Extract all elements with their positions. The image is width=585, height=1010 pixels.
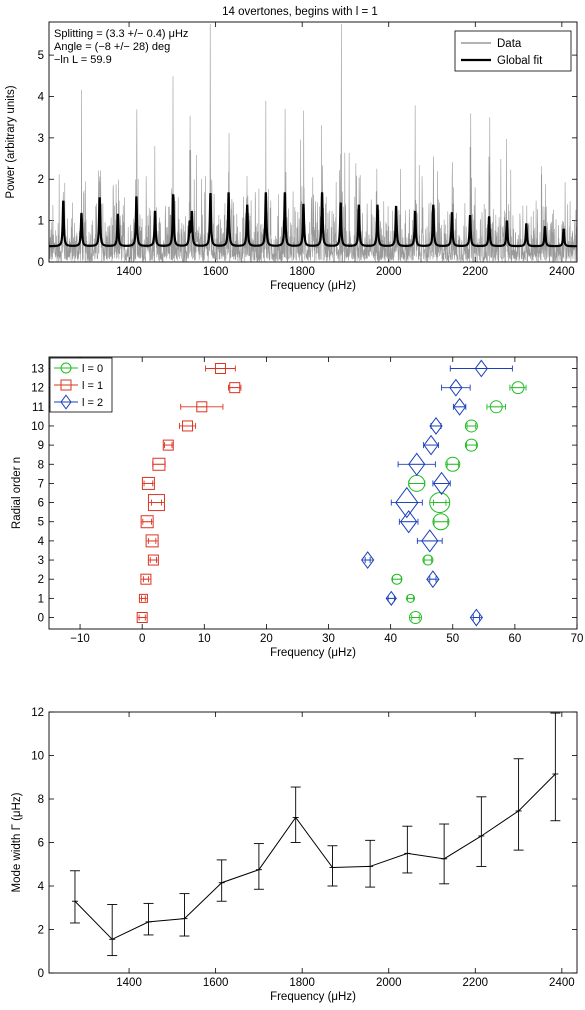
- y-tick-label: 2: [38, 925, 44, 937]
- y-tick-label: 0: [38, 257, 44, 269]
- plot-frame: [48, 356, 578, 630]
- x-tick-label: 1600: [203, 266, 229, 278]
- diamond-marker: [469, 608, 483, 627]
- y-tick-label: 1: [38, 593, 44, 605]
- diamond-marker: [361, 551, 375, 569]
- legend-diamond-marker: [60, 394, 72, 410]
- plot-frame: [48, 21, 578, 263]
- y-tick-label: 4: [38, 91, 45, 103]
- diamond-marker: [421, 529, 439, 553]
- x-tick-label: 1800: [289, 266, 315, 278]
- y-tick-label: 3: [38, 555, 44, 567]
- x-tick-label: 2000: [376, 977, 402, 989]
- y-tick-label: 2: [38, 574, 44, 586]
- y-tick-label: 6: [38, 498, 44, 510]
- data-spectrum-line: [49, 24, 577, 262]
- x-tick-label: 1400: [116, 266, 142, 278]
- y-tick-label: 0: [38, 968, 44, 980]
- diamond-marker: [423, 434, 439, 456]
- y-tick-label: 11: [32, 402, 44, 414]
- x-tick-label: 50: [446, 633, 459, 645]
- x-tick-label: 70: [571, 633, 584, 645]
- legend-label-fit: Global fit: [497, 55, 543, 67]
- y-tick-label: 8: [38, 794, 44, 806]
- diamond-marker: [449, 378, 463, 397]
- y-tick-label: 8: [38, 459, 44, 471]
- legend-label: l = 1: [82, 380, 103, 392]
- y-tick-label: 6: [38, 838, 44, 850]
- y-axis-label: Mode width Γ (μHz): [11, 792, 23, 892]
- x-tick-label: 60: [508, 633, 521, 645]
- diamond-marker: [474, 359, 488, 378]
- y-tick-label: 12: [31, 707, 44, 719]
- x-tick-label: 30: [322, 633, 335, 645]
- x-axis-label: Frequency (μHz): [270, 647, 356, 659]
- x-tick-label: 1400: [116, 977, 142, 989]
- x-tick-label: 40: [384, 633, 397, 645]
- x-tick-label: 10: [198, 633, 211, 645]
- fit-annotation: −ln L = 59.9: [54, 54, 112, 66]
- y-tick-label: 1: [38, 216, 44, 228]
- y-tick-label: 9: [38, 440, 44, 452]
- y-tick-label: 12: [31, 383, 44, 395]
- y-tick-label: 10: [31, 421, 44, 433]
- y-tick-label: 10: [31, 751, 44, 763]
- x-tick-label: −10: [70, 633, 90, 645]
- y-tick-label: 4: [38, 536, 45, 548]
- echelle-diagram-panel: −10 0 10 20 30 40 50 60 70012345678910111213Freq…: [11, 356, 584, 659]
- diamond-marker: [429, 417, 443, 435]
- power-spectrum-panel: 1400 1600 1800 2000 2200 2400 0 1 2 3 4 5 Frequency …: [5, 21, 578, 292]
- mode-width-panel: 1400 1600 1800 2000 2200 2400 0 2 4 6 8 10 12 Frequen…: [11, 707, 578, 1003]
- x-tick-label: 2200: [462, 977, 488, 989]
- figure-title: 14 overtones, begins with l = 1: [222, 6, 378, 18]
- mode-width-line: [74, 773, 556, 940]
- diamond-marker: [408, 452, 426, 476]
- x-tick-label: 1600: [203, 977, 229, 989]
- x-tick-label: 2400: [549, 266, 575, 278]
- x-tick-label: 0: [139, 633, 145, 645]
- y-tick-label: 4: [38, 881, 45, 893]
- y-tick-label: 2: [38, 174, 44, 186]
- diamond-marker: [400, 510, 418, 534]
- y-tick-label: 3: [38, 133, 44, 145]
- y-axis-label: Radial order n: [11, 457, 23, 529]
- x-tick-label: 1800: [289, 977, 315, 989]
- y-axis-label: Power (arbitrary units): [5, 85, 17, 198]
- diamond-marker: [452, 397, 467, 416]
- global-fit-line: [49, 192, 577, 248]
- legend-box: [454, 30, 572, 72]
- x-tick-label: 2400: [549, 977, 575, 989]
- x-tick-label: 20: [260, 633, 273, 645]
- plot-frame: [48, 711, 578, 974]
- x-tick-label: 2200: [462, 266, 488, 278]
- diamond-marker: [432, 471, 451, 496]
- y-tick-label: 7: [38, 478, 44, 490]
- diamond-marker: [426, 570, 440, 589]
- diamond-marker: [385, 590, 397, 606]
- x-tick-label: 2000: [376, 266, 402, 278]
- y-tick-label: 0: [38, 613, 44, 625]
- fit-annotation: Splitting = (3.3 +/− 0.4) μHz: [54, 28, 188, 40]
- y-tick-label: 5: [38, 517, 44, 529]
- y-tick-label: 5: [38, 50, 44, 62]
- diamond-marker: [395, 486, 419, 519]
- legend-label: l = 2: [82, 397, 103, 409]
- legend-label: l = 0: [82, 363, 103, 375]
- y-tick-label: 13: [31, 363, 44, 375]
- x-axis-label: Frequency (μHz): [270, 280, 356, 292]
- fit-annotation: Angle = (−8 +/− 28) deg: [54, 41, 170, 53]
- legend-label-data: Data: [497, 38, 522, 50]
- x-axis-label: Frequency (μHz): [270, 991, 356, 1003]
